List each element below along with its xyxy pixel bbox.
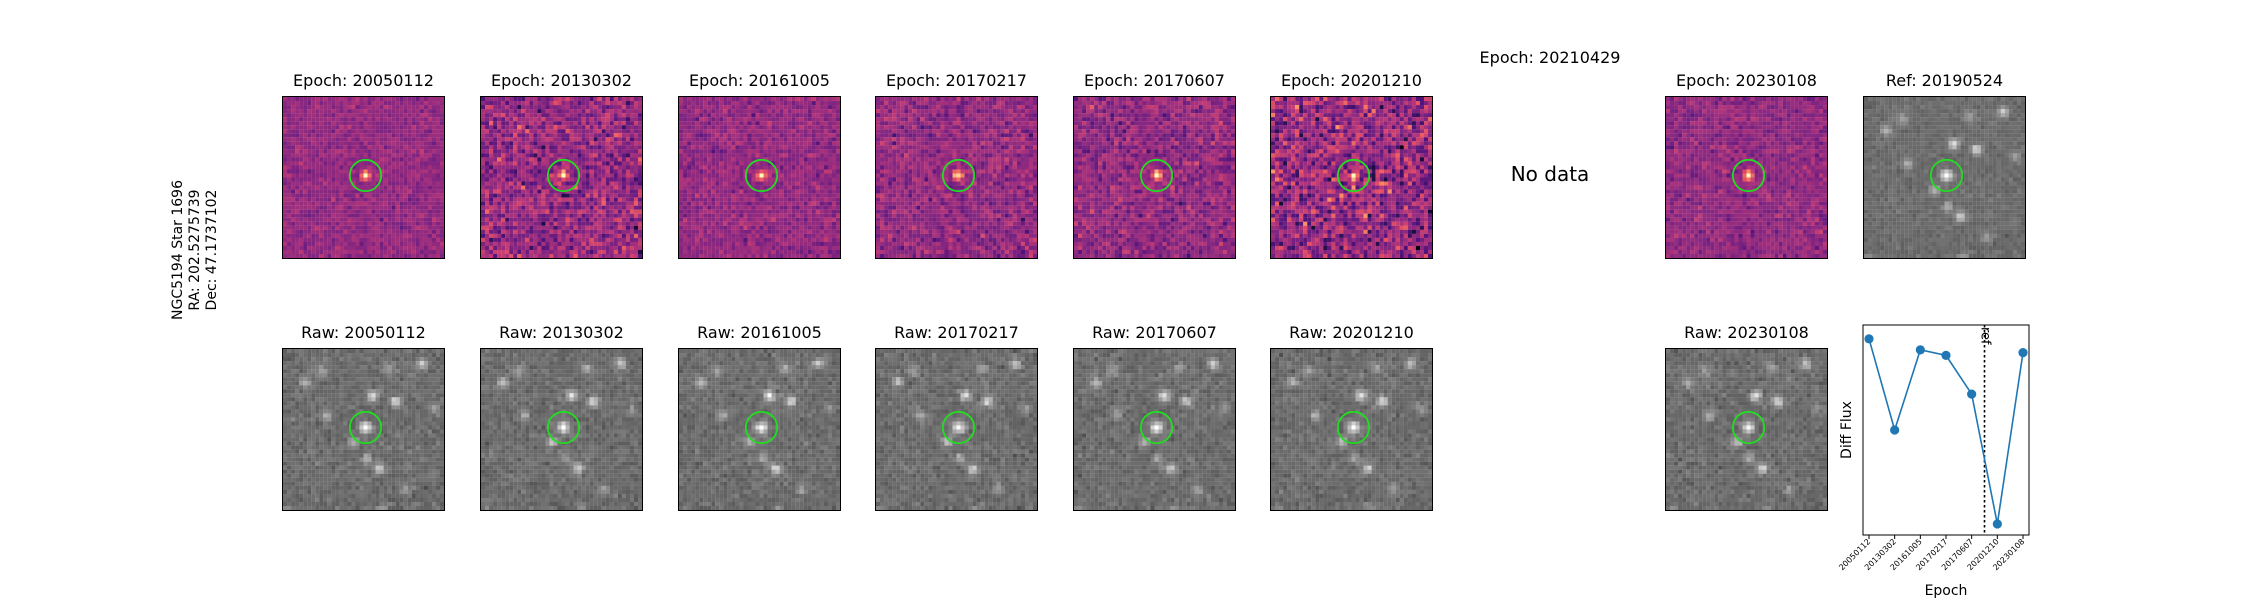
star-ra: RA: 202.5275739	[187, 150, 204, 350]
raw-panel-title: Raw: 20201210	[1230, 323, 1473, 342]
raw-image	[1270, 348, 1433, 511]
data-point	[1993, 519, 2002, 528]
diff-image	[678, 96, 841, 259]
diff-panel-3: Epoch: 20161005	[678, 96, 841, 259]
data-point	[2018, 348, 2027, 357]
diff-panel-1: Epoch: 20050112	[282, 96, 445, 259]
diff-panel-6: Epoch: 20201210	[1270, 96, 1433, 259]
raw-panel-1: Raw: 20050112	[282, 348, 445, 511]
ref-image	[1863, 96, 2026, 259]
raw-panel-3: Raw: 20161005	[678, 348, 841, 511]
light-curve-svg: ref2005011220130302201610052017021720170…	[1803, 315, 2053, 605]
diff-panel-5: Epoch: 20170607	[1073, 96, 1236, 259]
raw-panel-2: Raw: 20130302	[480, 348, 643, 511]
raw-panel-6: Raw: 20201210	[1270, 348, 1433, 511]
star-dec: Dec: 47.1737102	[204, 150, 221, 350]
data-point	[1864, 334, 1873, 343]
diff-image	[1665, 96, 1828, 259]
diff-image	[282, 96, 445, 259]
reference-line-label: ref	[1978, 327, 1993, 345]
missing-panel-title: Epoch: 20210429	[1470, 48, 1630, 67]
raw-image	[480, 348, 643, 511]
star-name: NGC5194 Star 1696	[170, 150, 187, 350]
data-point	[1916, 345, 1925, 354]
diff-panel-4: Epoch: 20170217	[875, 96, 1038, 259]
raw-panel-5: Raw: 20170607	[1073, 348, 1236, 511]
diff-image	[1073, 96, 1236, 259]
raw-panel-4: Raw: 20170217	[875, 348, 1038, 511]
raw-image	[875, 348, 1038, 511]
raw-image	[1073, 348, 1236, 511]
diff-panel-7: Epoch: 20230108	[1665, 96, 1828, 259]
y-axis-label: Diff Flux	[1839, 401, 1855, 459]
data-point	[1967, 389, 1976, 398]
diff-image	[480, 96, 643, 259]
diff-panel-title: Epoch: 20201210	[1230, 71, 1473, 90]
diff-panel-2: Epoch: 20130302	[480, 96, 643, 259]
ref-panel-title: Ref: 20190524	[1823, 71, 2066, 90]
raw-image	[678, 348, 841, 511]
diff-image	[875, 96, 1038, 259]
x-axis-label: Epoch	[1925, 583, 1968, 599]
star-info: NGC5194 Star 1696 RA: 202.5275739 Dec: 4…	[170, 150, 230, 350]
data-point	[1890, 425, 1899, 434]
data-point	[1941, 351, 1950, 360]
diff-image	[1270, 96, 1433, 259]
no-data-label: No data	[1500, 162, 1600, 186]
ref-panel: Ref: 20190524	[1863, 96, 2026, 259]
raw-image	[282, 348, 445, 511]
